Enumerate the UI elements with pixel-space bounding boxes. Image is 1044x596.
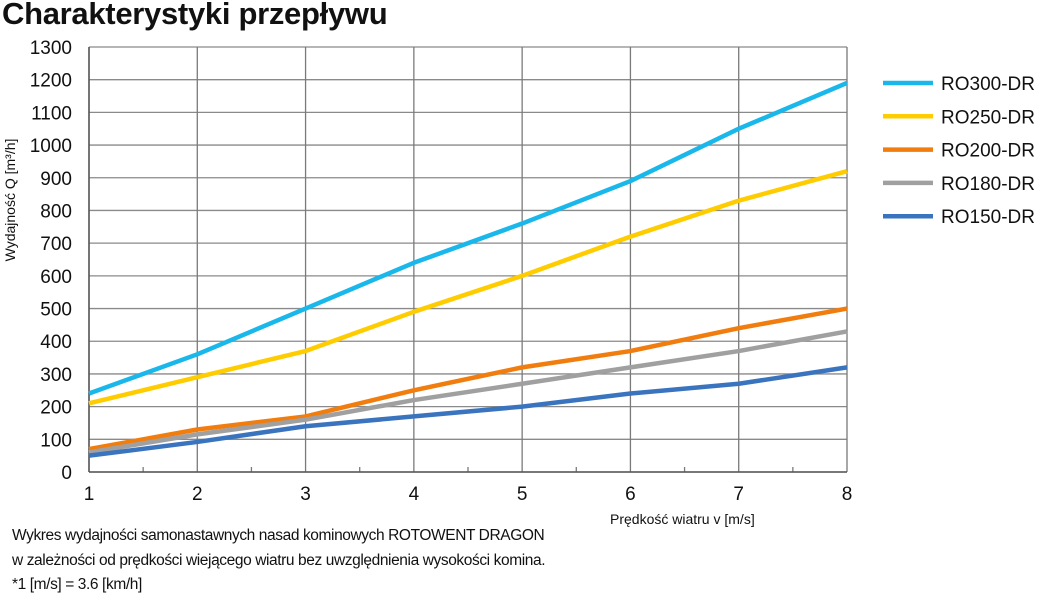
legend-label: RO180-DR: [941, 174, 1035, 195]
y-tick-label: 700: [40, 234, 72, 255]
y-axis-label: Wydajność Q [m³/h]: [2, 139, 18, 262]
series-line-ro200-dr: [88, 306, 848, 452]
x-tick-label: 3: [300, 484, 311, 505]
chart-title: Charakterystyki przepływu: [2, 0, 388, 31]
y-tick-label: 600: [40, 267, 72, 288]
x-tick-label: 7: [733, 484, 744, 505]
y-tick-label: 1200: [30, 71, 72, 92]
y-tick-label: 800: [40, 201, 72, 222]
legend-label: RO200-DR: [941, 141, 1035, 162]
x-tick-label: 5: [517, 484, 528, 505]
series-line-ro150-dr: [88, 365, 848, 458]
y-tick-label: 1100: [31, 103, 72, 124]
series-line-ro300-dr: [88, 80, 848, 396]
x-tick-label: 2: [192, 484, 203, 505]
caption-line-2: w zależności od prędkości wiejącego wiat…: [12, 552, 546, 569]
caption-line-3: *1 [m/s] = 3.6 [km/h]: [12, 576, 142, 593]
y-tick-label: 100: [40, 430, 72, 451]
series-line-ro180-dr: [88, 329, 848, 455]
legend-label: RO250-DR: [941, 107, 1035, 128]
y-tick-label: 300: [40, 365, 72, 386]
x-tick-label: 4: [409, 484, 420, 505]
series-line-ro250-dr: [88, 169, 848, 406]
x-axis-label: Prędkość wiatru v [m/s]: [610, 511, 755, 527]
y-tick-label: 1000: [30, 136, 72, 157]
caption-line-1: Wykres wydajności samonastawnych nasad k…: [12, 527, 545, 544]
x-tick-label: 1: [84, 484, 95, 505]
y-tick-label: 500: [40, 300, 72, 321]
y-tick-label: 200: [40, 398, 72, 419]
y-tick-label: 0: [61, 463, 72, 484]
y-tick-label: 900: [40, 169, 72, 190]
y-tick-label: 400: [40, 332, 72, 353]
legend-label: RO150-DR: [941, 207, 1035, 228]
legend-label: RO300-DR: [941, 74, 1035, 95]
y-tick-label: 1300: [30, 38, 72, 59]
x-tick-label: 6: [625, 484, 636, 505]
x-tick-label: 8: [842, 484, 853, 505]
